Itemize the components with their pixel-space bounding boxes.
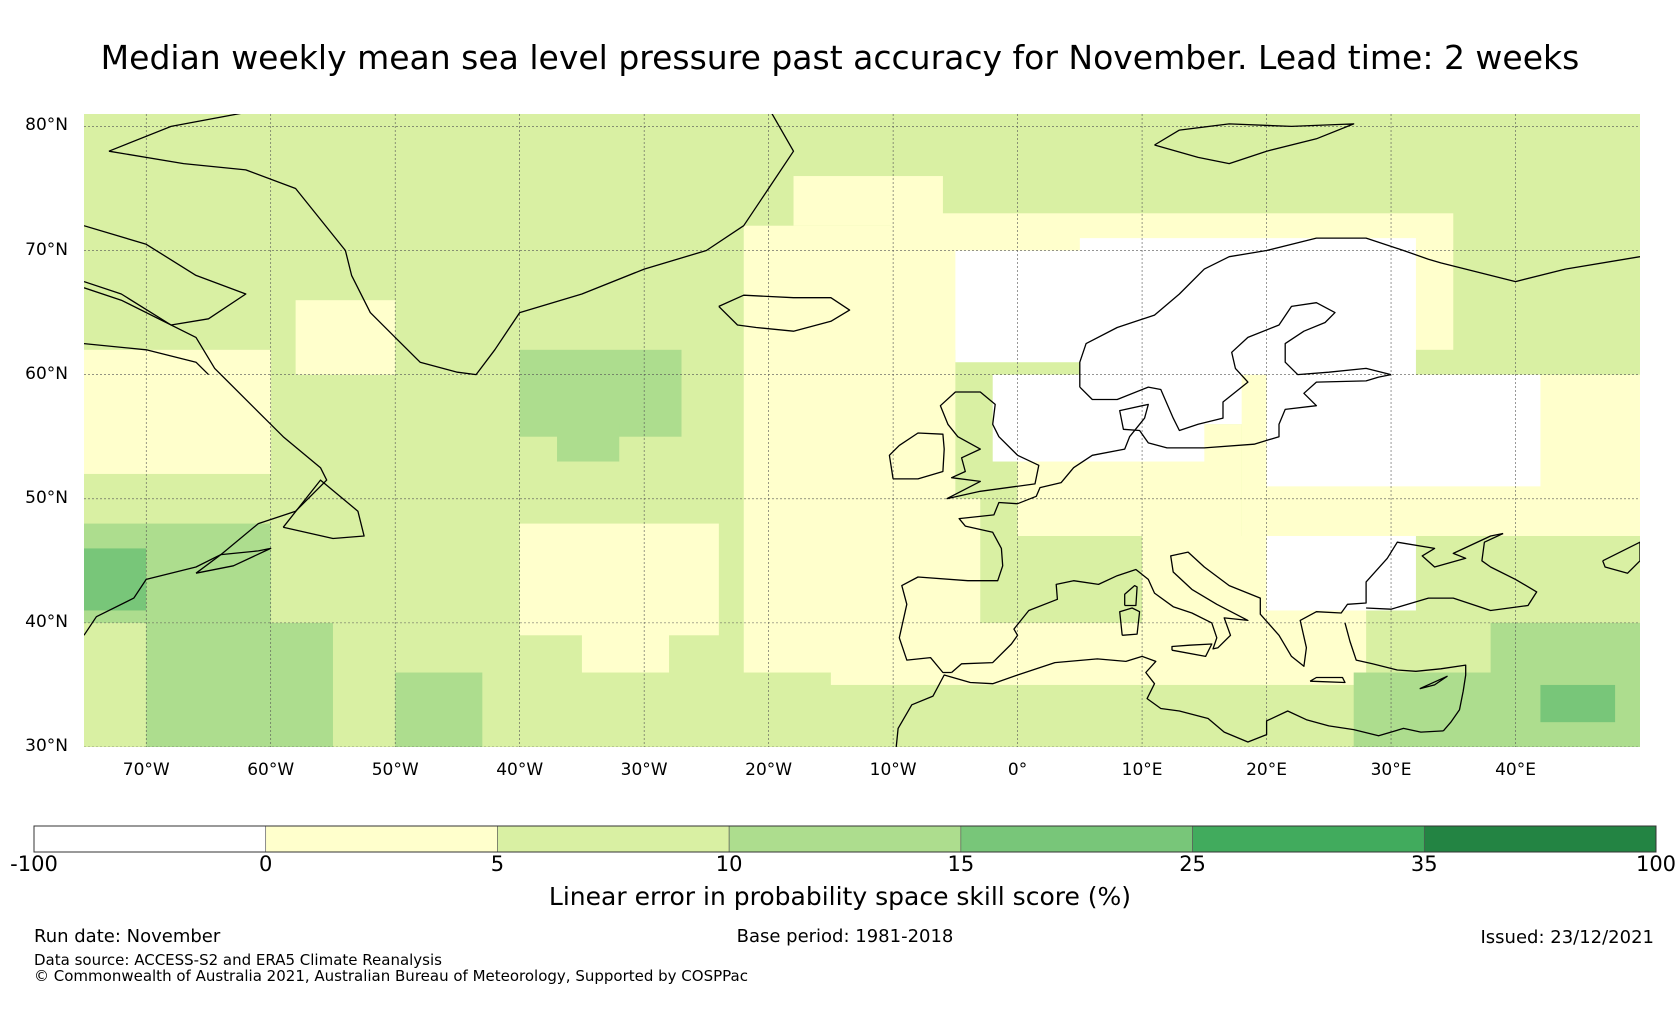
coastline-newfoundland	[282, 479, 365, 540]
colorbar-tick-label: 5	[490, 852, 505, 876]
coastline-sardinia	[1119, 607, 1141, 636]
lon-tick-label: 30°W	[620, 760, 668, 780]
coastline-nova_scotia	[195, 547, 272, 574]
coastline-corsica	[1124, 584, 1138, 607]
skill-region-20	[1266, 374, 1541, 487]
coastline-baltic_south	[898, 373, 1392, 674]
skill-region-5	[146, 622, 333, 747]
coastline-baffin	[84, 225, 247, 326]
lat-tick-label: 80°N	[25, 115, 68, 136]
colorbar-segment	[960, 825, 1193, 853]
lat-tick-label: 40°N	[25, 611, 68, 632]
coastline-hudson_strait	[84, 342, 209, 376]
chart-title: Median weekly mean sea level pressure pa…	[100, 38, 1580, 77]
skill-region-10	[581, 622, 670, 673]
data-source: Data source: ACCESS-S2 and ERA5 Climate …	[34, 951, 442, 969]
coastline-black_sea_south	[1366, 532, 1538, 612]
lat-tick-label: 50°N	[25, 487, 68, 508]
lon-tick-label: 40°W	[496, 760, 544, 780]
coastline-mediterranean_north	[951, 532, 1504, 673]
coastline-cyprus	[1419, 675, 1448, 690]
skill-region-8	[557, 424, 620, 462]
skill-score-field	[84, 114, 1640, 747]
run-date: Run date: November	[34, 926, 221, 947]
coastline-svalbard	[1154, 123, 1355, 165]
skill-region-1	[84, 349, 271, 474]
colorbar-segment	[497, 825, 730, 853]
colorbar-tick-label: 10	[715, 852, 743, 876]
coastline-north_africa	[895, 655, 1444, 747]
lat-tick-label: 30°N	[25, 736, 68, 756]
skill-region-18	[992, 374, 1205, 462]
colorbar-tick-label: 100	[1635, 852, 1677, 876]
coastline-novaya_zemlya	[1652, 202, 1680, 226]
colorbar-tick-label: 0	[259, 852, 273, 876]
lon-tick-label: 10°W	[869, 760, 917, 780]
coastline-ireland	[888, 432, 945, 480]
skill-region-4	[84, 548, 147, 611]
base-period: Base period: 1981-2018	[736, 926, 954, 947]
colorbar-segment	[33, 825, 267, 853]
colorbar-frame	[33, 825, 1657, 853]
lon-tick-label: 50°W	[371, 760, 419, 780]
coastlines	[84, 114, 1680, 747]
colorbar-segment	[1423, 825, 1657, 853]
colorbar-segment	[265, 825, 498, 853]
colorbar-segment	[728, 825, 962, 853]
skill-region-23	[830, 622, 1143, 685]
coastline-great_britain	[939, 391, 1040, 500]
colorbar-tick-label: -100	[10, 852, 58, 876]
coastline-greenland	[108, 114, 795, 376]
coastline-crete	[1309, 676, 1346, 684]
colorbar-segment	[1192, 825, 1425, 853]
coastline-iceland	[718, 294, 851, 332]
coastline-north_america	[84, 287, 328, 636]
lon-tick-label: 0°	[1007, 760, 1028, 780]
coastline-caspian	[1602, 541, 1640, 574]
coastline-turkey_south	[1344, 622, 1467, 732]
issued-date: Issued: 23/12/2021	[1480, 927, 1654, 948]
skill-region-26	[1540, 684, 1616, 723]
colorbar-tick-label: 15	[947, 852, 975, 876]
lon-tick-label: 20°W	[745, 760, 793, 780]
colorbar-title: Linear error in probability space skill …	[548, 882, 1132, 911]
lat-tick-label: 70°N	[25, 239, 68, 260]
lon-tick-label: 70°W	[122, 760, 170, 780]
skill-region-9	[519, 523, 719, 636]
lon-tick-label: 20°E	[1246, 760, 1287, 780]
colorbar-tick-label: 35	[1410, 852, 1438, 876]
copyright-notice: © Commonwealth of Australia 2021, Austra…	[34, 967, 748, 985]
colorbar-tick-label: 25	[1179, 852, 1206, 876]
graticule	[84, 114, 1640, 747]
lon-tick-label: 40°E	[1495, 760, 1536, 780]
skill-region-6	[395, 672, 483, 747]
lon-tick-label: 10°E	[1121, 760, 1163, 780]
lon-tick-label: 30°E	[1370, 760, 1412, 780]
lat-tick-label: 60°N	[25, 363, 68, 384]
colorbar	[33, 825, 1657, 853]
coastline-scandinavia	[1079, 237, 1640, 388]
coastline-norway_south	[1079, 302, 1392, 432]
skill-region-7	[519, 349, 682, 437]
lon-tick-label: 60°W	[247, 760, 295, 780]
coastline-sicily	[1171, 643, 1213, 658]
skill-region-2	[295, 300, 396, 375]
